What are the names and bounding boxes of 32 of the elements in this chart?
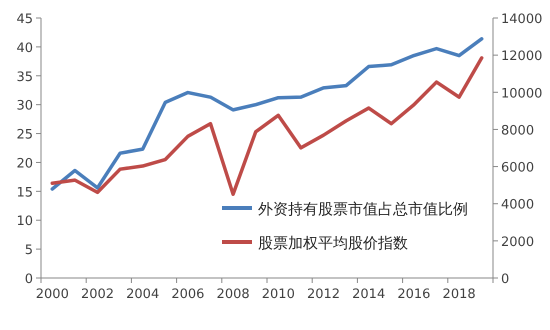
y-tick-label: 15 <box>16 185 33 200</box>
y2-tick-label: 12000 <box>501 49 542 64</box>
x-tick-label: 2006 <box>171 287 204 302</box>
y-tick-label: 10 <box>16 214 33 230</box>
y-tick-label: 5 <box>24 243 33 258</box>
x-tick-label: 2018 <box>442 287 476 302</box>
x-tick-label: 2012 <box>306 287 340 302</box>
legend-label: 外资持有股票市值占总市值比例 <box>258 200 468 218</box>
y2-tick-label: 14000 <box>501 12 542 27</box>
y2-tick-label: 2000 <box>501 234 534 250</box>
x-tick-label: 2008 <box>216 287 250 302</box>
x-tick-label: 2000 <box>36 287 69 302</box>
y2-tick-label: 6000 <box>501 160 534 176</box>
x-tick-label: 2002 <box>80 287 114 302</box>
y-tick-label: 35 <box>16 70 33 85</box>
y-tick-label: 45 <box>16 12 33 27</box>
y2-tick-label: 10000 <box>501 86 542 102</box>
x-tick-label: 2010 <box>262 287 295 302</box>
line-series <box>50 56 484 196</box>
y2-tick-label: 0 <box>501 272 510 287</box>
legend-label: 股票加权平均股价指数 <box>258 234 408 252</box>
y2-tick-label: 8000 <box>501 123 534 138</box>
y-tick-label: 0 <box>24 272 33 287</box>
y2-tick-label: 4000 <box>501 198 534 213</box>
x-tick-label: 2016 <box>397 287 430 302</box>
y-tick-label: 25 <box>16 128 33 143</box>
line-series <box>50 37 484 191</box>
y-tick-label: 20 <box>16 156 33 172</box>
x-tick-label: 2014 <box>352 287 386 302</box>
x-tick-label: 2004 <box>126 287 160 302</box>
y-tick-label: 40 <box>16 40 33 56</box>
y-tick-label: 30 <box>16 98 33 114</box>
